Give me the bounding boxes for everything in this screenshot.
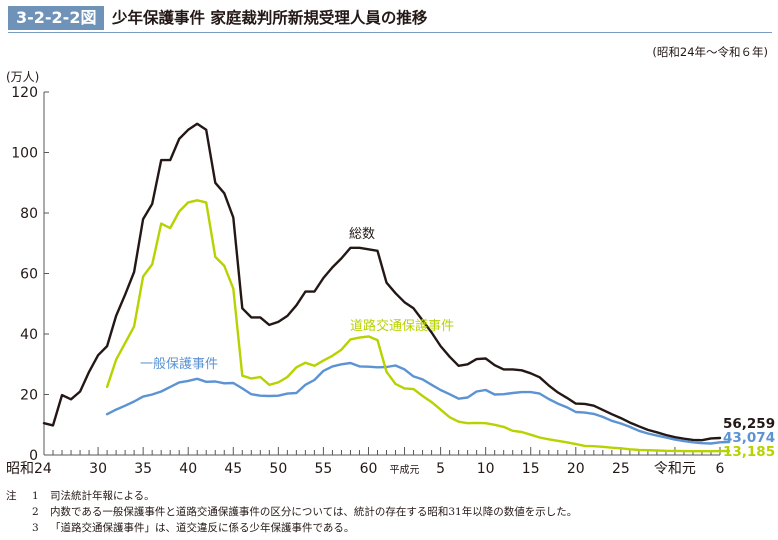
- note-number: 3: [32, 522, 39, 534]
- y-tick-label: 100: [11, 146, 38, 162]
- notes: 注 1 司法統計年報による。 2 内数である一般保護事件と道路交通保護事件の区分…: [6, 488, 577, 536]
- x-tick-label: 10: [477, 461, 495, 477]
- x-tick-label: 45: [224, 461, 242, 477]
- series-line-2: [105, 199, 731, 453]
- x-tick-label: 平成元: [390, 464, 420, 476]
- y-tick-label: 80: [20, 206, 38, 222]
- note-text: 内数である一般保護事件と道路交通保護事件の区分については、統計の存在する昭和31…: [50, 506, 578, 518]
- figure-title: 少年保護事件 家庭裁判所新規受理人員の推移: [112, 9, 428, 27]
- note-text: 司法統計年報による。: [50, 490, 155, 502]
- x-tick-label: 25: [612, 461, 630, 477]
- note-text: 「道路交通保護事件」は、道交違反に係る少年保護事件である。: [50, 522, 355, 534]
- note-number: 2: [32, 506, 39, 518]
- x-tick-label: 令和元: [654, 461, 696, 477]
- x-tick-label: 60: [360, 461, 378, 477]
- x-tick-label: 昭和24: [6, 461, 52, 477]
- x-tick-label: 15: [522, 461, 540, 477]
- figure-number: 3-2-2-2図: [8, 6, 105, 30]
- y-tick-label: 60: [20, 267, 38, 283]
- series-line-1: [105, 361, 731, 445]
- series-lines: [42, 122, 731, 453]
- x-tick-label: 20: [567, 461, 585, 477]
- y-tick-label: 40: [20, 327, 38, 343]
- y-axis-unit: (万人): [6, 70, 40, 84]
- series-annotation: 道路交通保護事件: [350, 318, 454, 334]
- note-row: 3 「道路交通保護事件」は、道交違反に係る少年保護事件である。: [6, 520, 577, 536]
- series-annotation: 総数: [349, 227, 375, 242]
- end-value-label: 13,185: [723, 444, 775, 460]
- note-row: 2 内数である一般保護事件と道路交通保護事件の区分については、統計の存在する昭和…: [6, 504, 577, 520]
- x-tick-label: 40: [179, 461, 197, 477]
- x-tick-label: 5: [436, 461, 445, 477]
- line-chart: 0 20 40 60 80 100 120 昭和24 30 35 40 45 50 55 60 平成元 5 10 1…: [6, 85, 775, 477]
- note-label: 注: [6, 490, 17, 502]
- note-number: 1: [32, 490, 39, 502]
- x-tick-label: 50: [269, 461, 287, 477]
- x-tick-label: 6: [716, 461, 725, 477]
- y-tick-label: 120: [11, 85, 38, 101]
- axes: 0 20 40 60 80 100 120 昭和24 30 35 40 45 50 55 60 平成元 5 10 1…: [6, 85, 725, 477]
- series-line-0: [42, 122, 722, 442]
- end-value-label: 43,074: [723, 430, 775, 446]
- y-tick-label: 20: [20, 388, 38, 404]
- y-tick-label: 0: [29, 448, 38, 464]
- x-tick-label: 30: [89, 461, 107, 477]
- series-annotation: 一般保護事件: [140, 356, 218, 372]
- x-tick-label: 55: [314, 461, 332, 477]
- note-row: 注 1 司法統計年報による。: [6, 488, 577, 504]
- period-label: (昭和24年～令和６年): [652, 45, 768, 59]
- figure-header: 3-2-2-2図 少年保護事件 家庭裁判所新規受理人員の推移: [8, 6, 772, 33]
- end-value-label: 56,259: [723, 416, 775, 432]
- x-tick-label: 35: [134, 461, 152, 477]
